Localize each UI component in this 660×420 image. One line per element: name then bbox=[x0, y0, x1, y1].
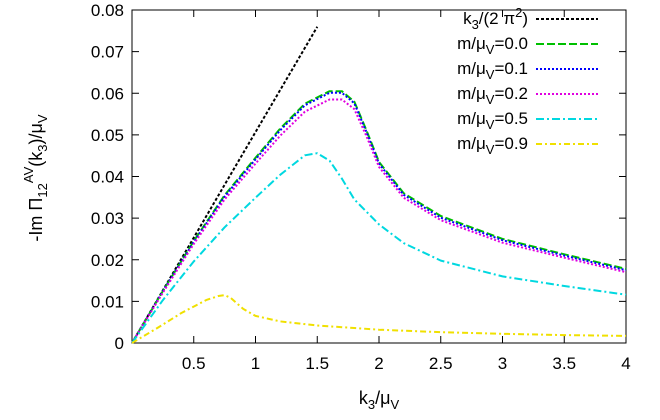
series-line-0 bbox=[131, 26, 319, 344]
y-tick-label: 0.08 bbox=[91, 1, 124, 20]
x-tick-label: 2.5 bbox=[429, 354, 453, 373]
series-line-5 bbox=[131, 294, 627, 344]
x-axis-title: k3/μV bbox=[359, 388, 400, 412]
plot-frame bbox=[131, 9, 627, 344]
x-tick-label: 1.5 bbox=[305, 354, 329, 373]
legend: k3/(2 π2) m/μV=0.0 m/μV=0.1 m/μV=0.2 m/μ… bbox=[457, 5, 598, 157]
y-tick-label: 0.04 bbox=[91, 168, 124, 187]
legend-label-m01: m/μV=0.1 bbox=[457, 59, 528, 82]
series-line-2 bbox=[131, 91, 627, 344]
x-tick-label: 0.5 bbox=[182, 354, 206, 373]
y-tick-label: 0.05 bbox=[91, 126, 124, 145]
legend-label-m09: m/μV=0.9 bbox=[457, 134, 528, 157]
series-line-3 bbox=[131, 98, 627, 344]
y-tick-label: 0.07 bbox=[91, 43, 124, 62]
legend-label-m00: m/μV=0.0 bbox=[457, 34, 528, 57]
legend-label-m05: m/μV=0.5 bbox=[457, 109, 528, 132]
y-tick-label: 0.03 bbox=[91, 209, 124, 228]
x-tick-label: 3 bbox=[498, 354, 507, 373]
y-tick-label: 0.06 bbox=[91, 84, 124, 103]
y-tick-label: 0.01 bbox=[91, 292, 124, 311]
x-tick-label: 3.5 bbox=[552, 354, 576, 373]
y-axis-title: -Im Π12AV(k3)/μV bbox=[21, 114, 50, 241]
legend-label-m02: m/μV=0.2 bbox=[457, 84, 528, 107]
series-lines bbox=[131, 26, 627, 344]
y-tick-label: 0.02 bbox=[91, 251, 124, 270]
legend-label-k3: k3/(2 π2) bbox=[463, 5, 528, 32]
x-tick-label: 2 bbox=[374, 354, 383, 373]
series-line-4 bbox=[131, 152, 627, 344]
y-tick-label: 0 bbox=[115, 334, 124, 353]
x-tick-label: 1 bbox=[251, 354, 260, 373]
x-tick-label: 4 bbox=[621, 354, 630, 373]
tick-labels: 0.5 1 1.5 2 2.5 3 3.5 4 0 0.01 0.02 0.03 0.04 0.05 0.0… bbox=[91, 1, 631, 373]
ticks bbox=[132, 9, 627, 344]
